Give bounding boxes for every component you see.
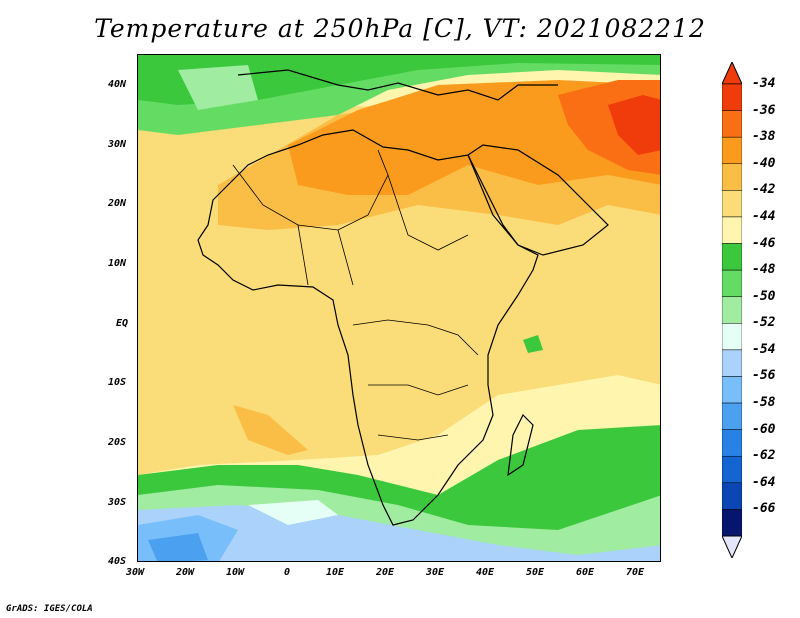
colorbar-tick-label: -38 <box>752 129 776 145</box>
colorbar-tick-label: -54 <box>752 341 776 357</box>
lat-label-10s: 10S <box>108 377 127 388</box>
lat-label-40n: 40N <box>108 79 127 90</box>
field-band-34 <box>608 95 660 155</box>
arabia-coast <box>467 144 609 256</box>
lat-label-20n: 20N <box>108 198 127 209</box>
madagascar-coast <box>507 413 534 477</box>
temperature-map <box>137 54 661 562</box>
colorbar-swatch <box>722 349 742 377</box>
colorbar-tick-label: -46 <box>752 235 776 251</box>
colorbar-tick-label: -42 <box>752 182 776 198</box>
colorbar-tick-label: -62 <box>752 448 776 464</box>
colorbar-tick-label: -52 <box>752 315 776 331</box>
colorbar-tick-label: -60 <box>752 421 776 437</box>
lon-label-10e: 10E <box>326 567 345 578</box>
colorbar-tick-label: -36 <box>752 102 776 118</box>
colorbar-swatch <box>722 376 742 404</box>
lon-label-20w: 20W <box>176 567 195 578</box>
colorbar-swatch <box>722 455 742 484</box>
colorbar-swatch <box>722 509 742 537</box>
lat-label-30s: 30S <box>108 497 127 508</box>
field-band-40-south <box>233 405 308 455</box>
lon-label-50e: 50E <box>526 567 545 578</box>
credit-text: GrADS: IGES/COLA <box>6 604 93 614</box>
lon-label-10w: 10W <box>226 567 245 578</box>
colorbar-swatch <box>722 296 742 324</box>
colorbar-swatch <box>722 269 742 297</box>
colorbar-tick-label: -58 <box>752 395 776 411</box>
colorbar-swatch <box>722 163 742 191</box>
map-title: Temperature at 250hPa [C], VT: 202108221… <box>94 14 706 43</box>
colorbar-tick-label: -40 <box>752 155 776 171</box>
colorbar-bottom-arrow <box>722 535 742 558</box>
colorbar-swatch <box>722 110 742 138</box>
lon-label-70e: 70E <box>626 567 645 578</box>
lat-label-30n: 30N <box>108 139 127 150</box>
lon-label-0: 0 <box>284 567 291 578</box>
lon-label-60e: 60E <box>576 567 595 578</box>
colorbar-swatch <box>722 83 742 111</box>
field-spot-east <box>523 335 543 353</box>
colorbar-tick-label: -64 <box>752 474 776 490</box>
borders <box>232 149 479 441</box>
med-coast <box>237 69 558 101</box>
colorbar-tick-label: -66 <box>752 501 776 517</box>
coastlines <box>197 69 609 526</box>
lat-label-eq: EQ <box>116 318 129 329</box>
lon-label-20e: 20E <box>376 567 395 578</box>
lat-label-10n: 10N <box>108 258 127 269</box>
colorbar-swatch <box>722 402 742 430</box>
field-band-46-north <box>138 55 660 105</box>
field-band-50-north <box>178 65 258 110</box>
lon-label-30w: 30W <box>126 567 145 578</box>
colorbar-tick-label: -50 <box>752 288 776 304</box>
colorbar-top-arrow <box>722 62 742 85</box>
africa-coast <box>197 129 539 526</box>
lon-label-40e: 40E <box>476 567 495 578</box>
colorbar-swatch <box>722 216 742 244</box>
colorbar <box>722 62 742 558</box>
colorbar-tick-label: -44 <box>752 208 776 224</box>
colorbar-swatch <box>722 136 742 165</box>
colorbar-swatch <box>722 482 742 510</box>
lat-label-20s: 20S <box>108 437 127 448</box>
colorbar-swatch <box>722 323 742 351</box>
colorbar-tick-label: -56 <box>752 368 776 384</box>
colorbar-swatch <box>722 429 742 457</box>
field-band-58-south <box>148 533 208 561</box>
colorbar-tick-label: -48 <box>752 262 776 278</box>
field-band-52-south <box>248 500 338 525</box>
lon-label-30e: 30E <box>426 567 445 578</box>
colorbar-tick-label: -34 <box>752 76 776 91</box>
colorbar-swatch <box>722 243 742 271</box>
lat-label-40s: 40S <box>108 556 127 567</box>
field-band-54-south <box>138 505 660 561</box>
colorbar-swatch <box>722 190 742 218</box>
